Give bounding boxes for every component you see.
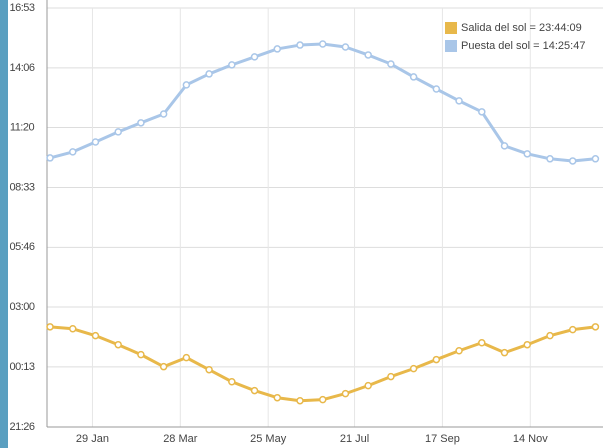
point <box>250 53 259 61</box>
x-tick-label: 21 Jul <box>340 433 369 445</box>
point <box>409 73 418 81</box>
legend-label: Salida del sol = 23:44:09 <box>461 22 582 34</box>
point <box>137 119 145 127</box>
x-tick-label: 25 May <box>250 433 287 445</box>
point <box>69 325 77 333</box>
y-tick-label: 05:46 <box>9 241 34 253</box>
point <box>228 61 236 69</box>
y-tick-label: 03:00 <box>9 301 34 313</box>
point <box>591 323 600 331</box>
point <box>523 340 532 349</box>
point <box>568 157 577 165</box>
legend-swatch <box>445 22 457 34</box>
point <box>91 138 100 146</box>
y-tick-label: 00:13 <box>9 361 34 373</box>
point <box>318 40 327 48</box>
point <box>205 365 213 374</box>
series-line <box>49 42 596 163</box>
point <box>205 70 213 78</box>
point <box>546 155 554 163</box>
point <box>523 150 532 158</box>
point <box>318 395 327 404</box>
y-tick-label: 21:26 <box>9 421 34 433</box>
point <box>387 372 395 381</box>
point <box>500 142 509 150</box>
point <box>46 154 54 162</box>
point <box>137 350 145 359</box>
point <box>387 60 395 68</box>
point <box>341 43 350 51</box>
x-tick-label: 29 Jan <box>76 433 109 445</box>
point <box>568 325 577 334</box>
point <box>500 348 509 357</box>
x-tick-label: 14 Nov <box>513 433 548 445</box>
point <box>228 378 236 386</box>
point <box>159 362 168 371</box>
point <box>455 97 463 105</box>
point <box>546 331 554 340</box>
point <box>478 108 486 116</box>
series-line <box>49 325 596 403</box>
point <box>296 396 304 405</box>
point <box>364 381 372 390</box>
point <box>114 340 122 349</box>
point <box>341 389 350 398</box>
point <box>296 41 304 49</box>
point <box>182 81 191 89</box>
point <box>273 45 282 53</box>
point <box>69 148 77 156</box>
y-tick-label: 11:20 <box>10 121 35 133</box>
legend-swatch <box>445 40 457 52</box>
point <box>364 51 372 59</box>
left-edge-image <box>0 0 8 448</box>
point <box>91 331 100 340</box>
point <box>114 128 122 136</box>
point <box>432 85 441 93</box>
point <box>591 155 600 163</box>
point <box>455 346 463 355</box>
y-tick-label: 14:06 <box>9 62 34 74</box>
x-tick-label: 28 Mar <box>163 433 198 445</box>
point <box>273 393 282 402</box>
point <box>250 386 259 395</box>
legend-label: Puesta del sol = 14:25:47 <box>461 40 585 52</box>
y-tick-label: 16:53 <box>9 2 34 14</box>
point <box>46 323 54 331</box>
x-tick-label: 17 Sep <box>425 433 460 445</box>
y-tick-label: 08:33 <box>9 181 34 193</box>
point <box>432 355 441 364</box>
point <box>182 353 191 362</box>
point <box>478 339 486 347</box>
point <box>409 364 418 373</box>
point <box>159 110 168 118</box>
